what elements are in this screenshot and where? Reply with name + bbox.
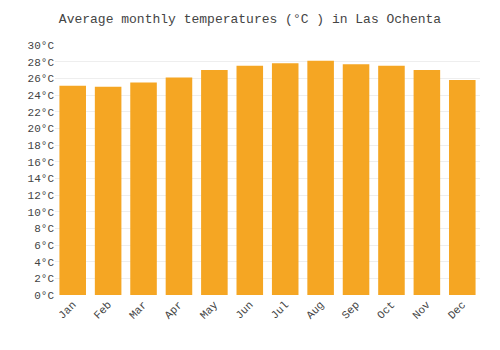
- svg-text:2°C: 2°C: [34, 273, 54, 285]
- svg-text:Apr: Apr: [162, 299, 184, 321]
- svg-text:Dec: Dec: [446, 299, 468, 321]
- svg-text:16°C: 16°C: [28, 157, 55, 169]
- svg-text:Oct: Oct: [375, 299, 397, 321]
- svg-text:18°C: 18°C: [28, 140, 55, 152]
- svg-text:Jan: Jan: [56, 299, 78, 321]
- svg-text:May: May: [198, 299, 221, 322]
- svg-text:26°C: 26°C: [28, 73, 55, 85]
- svg-text:12°C: 12°C: [28, 190, 55, 202]
- svg-text:24°C: 24°C: [28, 90, 55, 102]
- svg-text:4°C: 4°C: [34, 257, 54, 269]
- svg-text:14°C: 14°C: [28, 173, 55, 185]
- svg-text:10°C: 10°C: [28, 207, 55, 219]
- svg-text:Jul: Jul: [269, 299, 291, 321]
- svg-text:Feb: Feb: [92, 299, 114, 321]
- svg-text:Average monthly temperatures (: Average monthly temperatures (°C ) in La…: [59, 12, 441, 27]
- svg-text:Nov: Nov: [410, 299, 433, 322]
- svg-text:Aug: Aug: [304, 299, 326, 321]
- svg-text:8°C: 8°C: [34, 223, 54, 235]
- svg-text:Mar: Mar: [127, 299, 149, 321]
- svg-text:Sep: Sep: [340, 299, 362, 321]
- svg-text:22°C: 22°C: [28, 107, 55, 119]
- svg-text:30°C: 30°C: [28, 40, 55, 52]
- svg-text:0°C: 0°C: [34, 290, 54, 302]
- svg-text:20°C: 20°C: [28, 123, 55, 135]
- svg-text:Jun: Jun: [233, 299, 255, 321]
- svg-text:28°C: 28°C: [28, 57, 55, 69]
- svg-text:6°C: 6°C: [34, 240, 54, 252]
